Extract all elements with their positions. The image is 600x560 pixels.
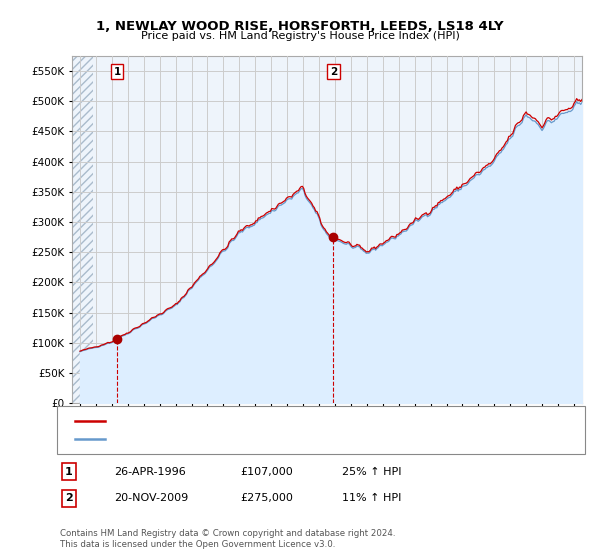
Text: 1, NEWLAY WOOD RISE, HORSFORTH, LEEDS, LS18 4LY (detached house): 1, NEWLAY WOOD RISE, HORSFORTH, LEEDS, L… xyxy=(111,416,468,426)
Text: 25% ↑ HPI: 25% ↑ HPI xyxy=(342,466,401,477)
Text: 26-APR-1996: 26-APR-1996 xyxy=(114,466,186,477)
Text: 2: 2 xyxy=(65,493,73,503)
Text: 1, NEWLAY WOOD RISE, HORSFORTH, LEEDS, LS18 4LY: 1, NEWLAY WOOD RISE, HORSFORTH, LEEDS, L… xyxy=(96,20,504,32)
Text: 1: 1 xyxy=(113,67,121,77)
Text: 20-NOV-2009: 20-NOV-2009 xyxy=(114,493,188,503)
Text: £107,000: £107,000 xyxy=(240,466,293,477)
Bar xyxy=(72,56,93,403)
Text: Price paid vs. HM Land Registry's House Price Index (HPI): Price paid vs. HM Land Registry's House … xyxy=(140,31,460,41)
Text: 2: 2 xyxy=(330,67,337,77)
Text: 11% ↑ HPI: 11% ↑ HPI xyxy=(342,493,401,503)
Text: £275,000: £275,000 xyxy=(240,493,293,503)
Text: HPI: Average price, detached house, Leeds: HPI: Average price, detached house, Leed… xyxy=(111,434,320,444)
Text: 1: 1 xyxy=(65,466,73,477)
Text: Contains HM Land Registry data © Crown copyright and database right 2024.
This d: Contains HM Land Registry data © Crown c… xyxy=(60,529,395,549)
